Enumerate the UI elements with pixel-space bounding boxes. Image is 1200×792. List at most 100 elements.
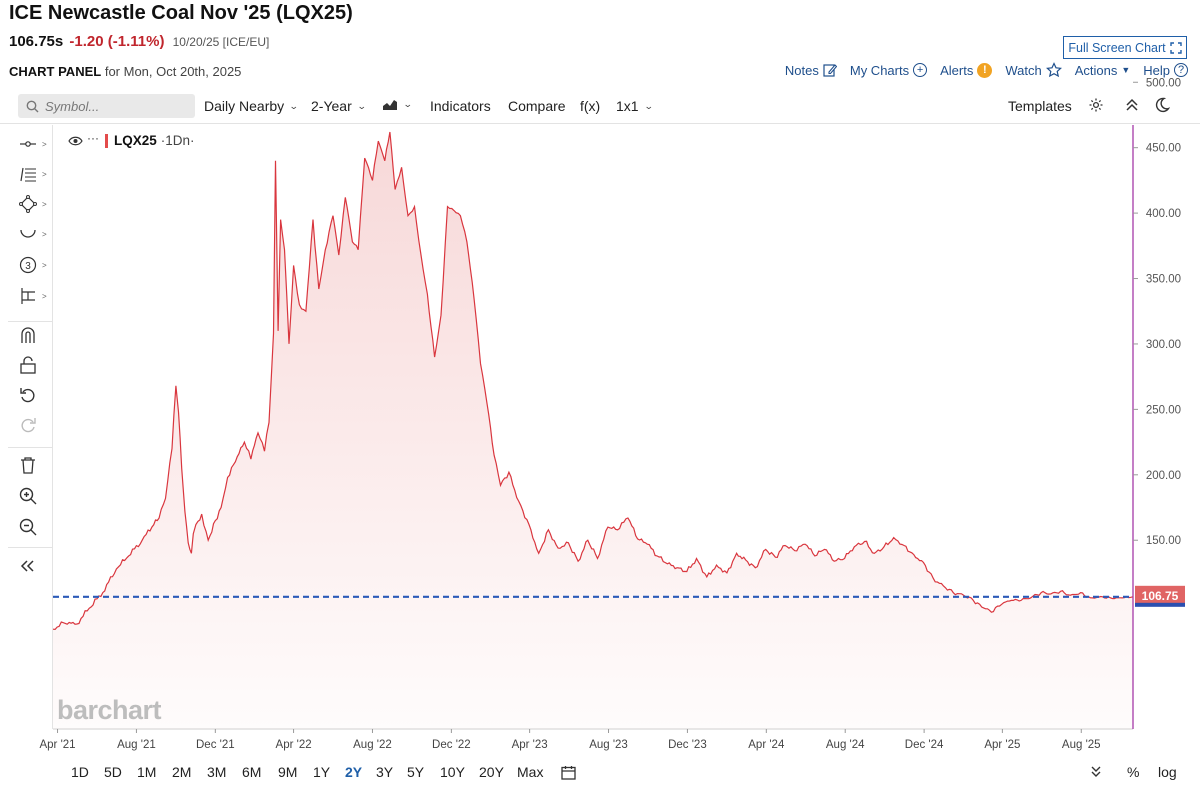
- line-tool[interactable]: >: [19, 133, 47, 155]
- period-dropdown[interactable]: 2-Year ⌄: [311, 98, 367, 114]
- chart-panel-label: CHART PANEL for Mon, Oct 20th, 2025: [9, 64, 241, 79]
- timeframe-max[interactable]: Max: [517, 764, 544, 780]
- settings-button[interactable]: [1088, 97, 1104, 113]
- timeframe-5y[interactable]: 5Y: [407, 764, 425, 780]
- layout-label: 1x1: [616, 98, 639, 114]
- numbered-circle-icon: 3: [19, 256, 37, 274]
- dark-mode-toggle[interactable]: [1154, 97, 1170, 113]
- delete-drawings-button[interactable]: [19, 454, 47, 476]
- y-tick-label: 500.00: [1146, 77, 1181, 89]
- chart-type-dropdown[interactable]: ⌄: [382, 98, 413, 111]
- timeframe-3y[interactable]: 3Y: [376, 764, 394, 780]
- shape-tool[interactable]: >: [19, 193, 47, 215]
- magnet-tool[interactable]: [19, 324, 47, 346]
- more-icon[interactable]: ···: [87, 130, 99, 145]
- price-chart[interactable]: 500.00 450.00 400.00 350.00 300.00 250.00 200.…: [0, 0, 1200, 757]
- fibonacci-tool[interactable]: >: [19, 163, 47, 185]
- x-tick-label: Apr '25: [984, 739, 1020, 751]
- gear-icon: [1089, 98, 1103, 112]
- collapse-button[interactable]: [1125, 97, 1139, 113]
- timeframe-3m[interactable]: 3M: [207, 764, 227, 780]
- timeframe-1d[interactable]: 1D: [71, 764, 89, 780]
- x-tick-label: Apr '21: [39, 739, 75, 751]
- collapse-toolbar-button[interactable]: [19, 555, 47, 577]
- arc-icon: [20, 229, 36, 238]
- full-screen-button[interactable]: Full Screen Chart: [1063, 36, 1187, 59]
- timeframe-2m[interactable]: 2M: [172, 764, 192, 780]
- timeframe-1y[interactable]: 1Y: [313, 764, 331, 780]
- page-title: ICE Newcastle Coal Nov '25 (LQX25): [9, 2, 353, 24]
- chevron-down-icon: ⌄: [356, 100, 367, 111]
- timeframe-6m[interactable]: 6M: [242, 764, 262, 780]
- elliott-wave-tool[interactable]: 3 >: [19, 254, 47, 276]
- layout-dropdown[interactable]: 1x1 ⌄: [616, 98, 653, 114]
- aggregation-dropdown[interactable]: Daily Nearby ⌄: [204, 98, 299, 114]
- compare-button[interactable]: Compare: [508, 98, 566, 114]
- measure-tool[interactable]: >: [19, 285, 47, 307]
- star-icon: [1045, 62, 1062, 78]
- x-tick-label: Aug '25: [1062, 739, 1101, 751]
- actions-row: Notes My Charts + Alerts ! Watch Actions…: [785, 62, 1188, 78]
- current-price-label: 106.75: [1142, 589, 1179, 603]
- templates-button[interactable]: Templates: [1008, 98, 1072, 114]
- timeframe-20y[interactable]: 20Y: [479, 764, 504, 780]
- zoom-in-button[interactable]: [19, 485, 47, 507]
- search-icon: [26, 100, 39, 112]
- notes-button[interactable]: Notes: [785, 63, 837, 78]
- arc-tool[interactable]: >: [19, 223, 47, 245]
- actions-label: Actions: [1074, 62, 1118, 78]
- zoom-out-button[interactable]: [19, 516, 47, 538]
- undo-button[interactable]: [19, 384, 47, 406]
- legend-symbol: LQX25: [114, 133, 157, 148]
- log-toggle[interactable]: log: [1158, 764, 1177, 780]
- line-tool-icon: [20, 141, 36, 147]
- zoom-out-icon: [19, 518, 37, 536]
- percent-toggle[interactable]: %: [1127, 764, 1140, 780]
- double-chevron-down-icon[interactable]: [1090, 765, 1102, 779]
- function-button[interactable]: f(x): [580, 98, 600, 114]
- double-chevron-up-icon: [1126, 98, 1138, 111]
- redo-button[interactable]: [19, 414, 47, 436]
- indicators-button[interactable]: Indicators: [430, 98, 491, 114]
- lock-tool[interactable]: [19, 354, 47, 376]
- function-label: f(x): [580, 98, 601, 114]
- y-tick-label: 350.00: [1146, 274, 1181, 286]
- x-tick-label: Apr '24: [748, 739, 785, 751]
- quote-meta: 10/20/25 [ICE/EU]: [172, 35, 270, 49]
- notes-label: Notes: [784, 62, 819, 78]
- timeframe-2y[interactable]: 2Y: [345, 764, 363, 780]
- help-icon: ?: [1174, 63, 1188, 77]
- actions-menu[interactable]: Actions ▼: [1075, 63, 1131, 78]
- timeframe-10y[interactable]: 10Y: [440, 764, 465, 780]
- svg-text:3: 3: [25, 261, 31, 272]
- timeframe-1m[interactable]: 1M: [137, 764, 157, 780]
- y-tick-label: 250.00: [1146, 404, 1181, 416]
- my-charts-button[interactable]: My Charts +: [850, 63, 928, 78]
- price-area-fill: [53, 132, 1133, 729]
- y-tick-label: 450.00: [1146, 143, 1181, 155]
- eye-icon[interactable]: [68, 136, 83, 146]
- y-tick-label: 400.00: [1146, 208, 1181, 220]
- y-tick-label: 300.00: [1146, 339, 1181, 351]
- help-button[interactable]: Help ?: [1143, 63, 1188, 78]
- alerts-label: Alerts: [940, 62, 974, 78]
- timeframe-9m[interactable]: 9M: [278, 764, 298, 780]
- unlock-icon: [20, 356, 36, 374]
- x-tick-label: Aug '24: [826, 739, 865, 751]
- moon-icon: [1155, 97, 1170, 113]
- alert-icon: !: [977, 62, 993, 78]
- chevron-right-icon: >: [42, 139, 47, 149]
- last-price: 106.75s: [9, 33, 64, 50]
- timeframe-5d[interactable]: 5D: [104, 764, 122, 780]
- alerts-button[interactable]: Alerts !: [940, 62, 993, 78]
- period-label: 2-Year: [311, 98, 352, 114]
- trash-icon: [21, 457, 35, 474]
- watch-button[interactable]: Watch: [1005, 62, 1062, 78]
- area-chart-icon: [383, 100, 397, 110]
- x-tick-label: Apr '22: [276, 739, 312, 751]
- symbol-search-input[interactable]: Symbol...: [18, 94, 195, 118]
- toolbar-divider: [8, 321, 52, 322]
- barchart-logo: barchart: [57, 695, 162, 725]
- x-tick-label: Apr '23: [512, 739, 548, 751]
- calendar-icon[interactable]: [561, 765, 576, 780]
